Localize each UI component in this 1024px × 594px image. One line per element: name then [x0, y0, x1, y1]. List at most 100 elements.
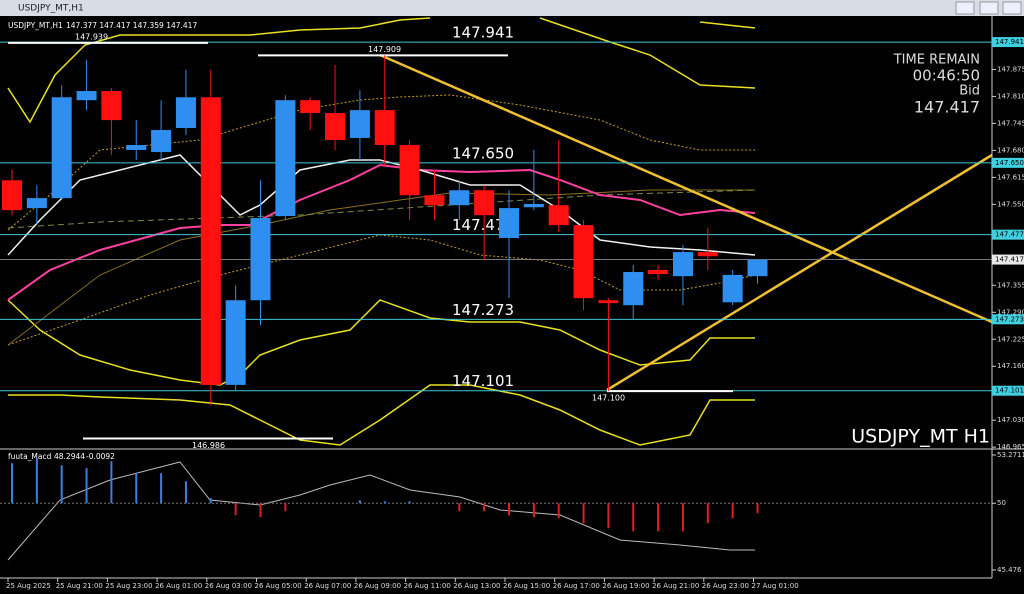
- x-tick-label: 26 Aug 09:00: [354, 582, 401, 590]
- macd-name: fuuta_Macd: [8, 452, 52, 461]
- candle-body: [523, 203, 544, 208]
- candle-body: [126, 145, 147, 150]
- candle-body: [374, 110, 395, 146]
- y-tick-label: 146.965: [997, 443, 1024, 451]
- candle-body: [623, 272, 644, 306]
- candle-body: [697, 252, 718, 257]
- level-axis-label: 147.941: [995, 38, 1024, 46]
- envelope-lower: [7, 234, 756, 346]
- candle-body: [275, 100, 296, 216]
- level-axis-label: 147.477: [995, 231, 1024, 239]
- x-tick-label: 26 Aug 11:00: [404, 582, 451, 590]
- x-tick-label: 25 Aug 2025: [6, 582, 51, 590]
- bollinger-lower: [7, 299, 755, 386]
- bid-value: 147.417: [914, 98, 980, 117]
- level-label: 147.650: [452, 144, 514, 162]
- trend-line: [379, 53, 993, 324]
- y-tick-label: 147.225: [997, 335, 1024, 343]
- x-tick-label: 26 Aug 01:00: [155, 582, 202, 590]
- candle-body: [101, 91, 122, 121]
- candle-body: [26, 198, 47, 209]
- title-bar: [0, 0, 1024, 16]
- level-label: 147.941: [452, 24, 514, 42]
- level-axis-box: [992, 37, 1024, 48]
- minimize-button[interactable]: [955, 1, 975, 15]
- y-tick-label: 147.290: [997, 308, 1024, 316]
- x-tick-label: 26 Aug 21:00: [652, 582, 699, 590]
- candle-body: [325, 113, 346, 141]
- x-tick-label: 27 Aug 01:00: [752, 582, 799, 590]
- level-label: 147.273: [452, 301, 514, 319]
- candle-body: [548, 205, 569, 226]
- macd-main: 48.2944: [54, 452, 85, 461]
- maximize-button[interactable]: [979, 1, 999, 15]
- macd-signal: [7, 461, 755, 561]
- moving-average: [7, 189, 755, 346]
- candle-body: [474, 190, 495, 216]
- candle-body: [598, 300, 619, 304]
- x-tick-label: 26 Aug 05:00: [255, 582, 302, 590]
- candle-body: [200, 97, 221, 385]
- macd-signal: -0.0092: [86, 452, 115, 461]
- macd-tick-label: 45.476: [997, 566, 1022, 574]
- x-tick-label: 26 Aug 17:00: [553, 582, 600, 590]
- bid-axis-label: 147.417: [995, 256, 1024, 264]
- trend-line: [606, 153, 993, 392]
- y-tick-label: 147.680: [997, 146, 1024, 154]
- x-tick-label: 26 Aug 15:00: [503, 582, 550, 590]
- bollinger-upper: [539, 17, 756, 89]
- x-tick-label: 26 Aug 07:00: [304, 582, 351, 590]
- close-button[interactable]: [1002, 1, 1022, 15]
- y-tick-label: 147.615: [997, 173, 1024, 181]
- level-axis-box: [992, 157, 1024, 168]
- y-tick-label: 147.355: [997, 281, 1024, 289]
- y-tick-label: 147.810: [997, 92, 1024, 100]
- time-remain-label: TIME REMAIN: [893, 53, 980, 68]
- watermark: USDJPY_MT H1: [851, 426, 990, 448]
- x-tick-label: 26 Aug 19:00: [602, 582, 649, 590]
- candle-body: [722, 274, 743, 303]
- indicators: [7, 17, 993, 561]
- candle-body: [573, 225, 594, 299]
- candle-body: [225, 300, 246, 385]
- candle-body: [349, 110, 370, 138]
- extreme-label: 147.100: [592, 394, 625, 403]
- macd-tick-label: 53.2711: [997, 451, 1024, 459]
- candle-body: [250, 218, 271, 301]
- ohlc-symbol: USDJPY_MT,H1: [8, 21, 63, 30]
- bollinger-upper: [7, 17, 431, 124]
- x-tick-label: 25 Aug 23:00: [105, 582, 152, 590]
- candle-body: [449, 190, 470, 206]
- y-tick-label: 147.160: [997, 362, 1024, 370]
- y-tick-label: 147.550: [997, 200, 1024, 208]
- bollinger-outer: [8, 384, 755, 446]
- extreme-label: 147.939: [75, 32, 108, 41]
- x-tick-label: 26 Aug 03:00: [205, 582, 252, 590]
- level-axis-label: 147.650: [995, 159, 1024, 167]
- time-remain: 00:46:50: [913, 67, 980, 85]
- candle-body: [399, 145, 420, 196]
- bid-axis-box: [992, 254, 1024, 265]
- level-label: 147.477: [452, 216, 514, 234]
- candle-body: [648, 269, 669, 275]
- bollinger-upper: [699, 21, 756, 29]
- ohlc-values: 147.377 147.417 147.359 147.417: [66, 21, 197, 30]
- level-axis-label: 147.101: [995, 387, 1024, 395]
- candle-body: [175, 97, 196, 128]
- level-axis-box: [992, 314, 1024, 325]
- level-axis-box: [992, 385, 1024, 396]
- macd-tick-label: 50: [997, 499, 1006, 507]
- candle-body: [424, 195, 445, 206]
- level-axis-box: [992, 229, 1024, 240]
- x-tick-label: 26 Aug 23:00: [702, 582, 749, 590]
- candle-body: [499, 208, 519, 238]
- x-tick-label: 26 Aug 13:00: [453, 582, 500, 590]
- candle-body: [747, 259, 768, 277]
- x-tick-label: 25 Aug 21:00: [56, 582, 103, 590]
- y-tick-label: 147.745: [997, 119, 1024, 127]
- extreme-label: 147.909: [368, 45, 401, 54]
- candle-body: [151, 130, 172, 153]
- y-tick-label: 147.030: [997, 416, 1024, 424]
